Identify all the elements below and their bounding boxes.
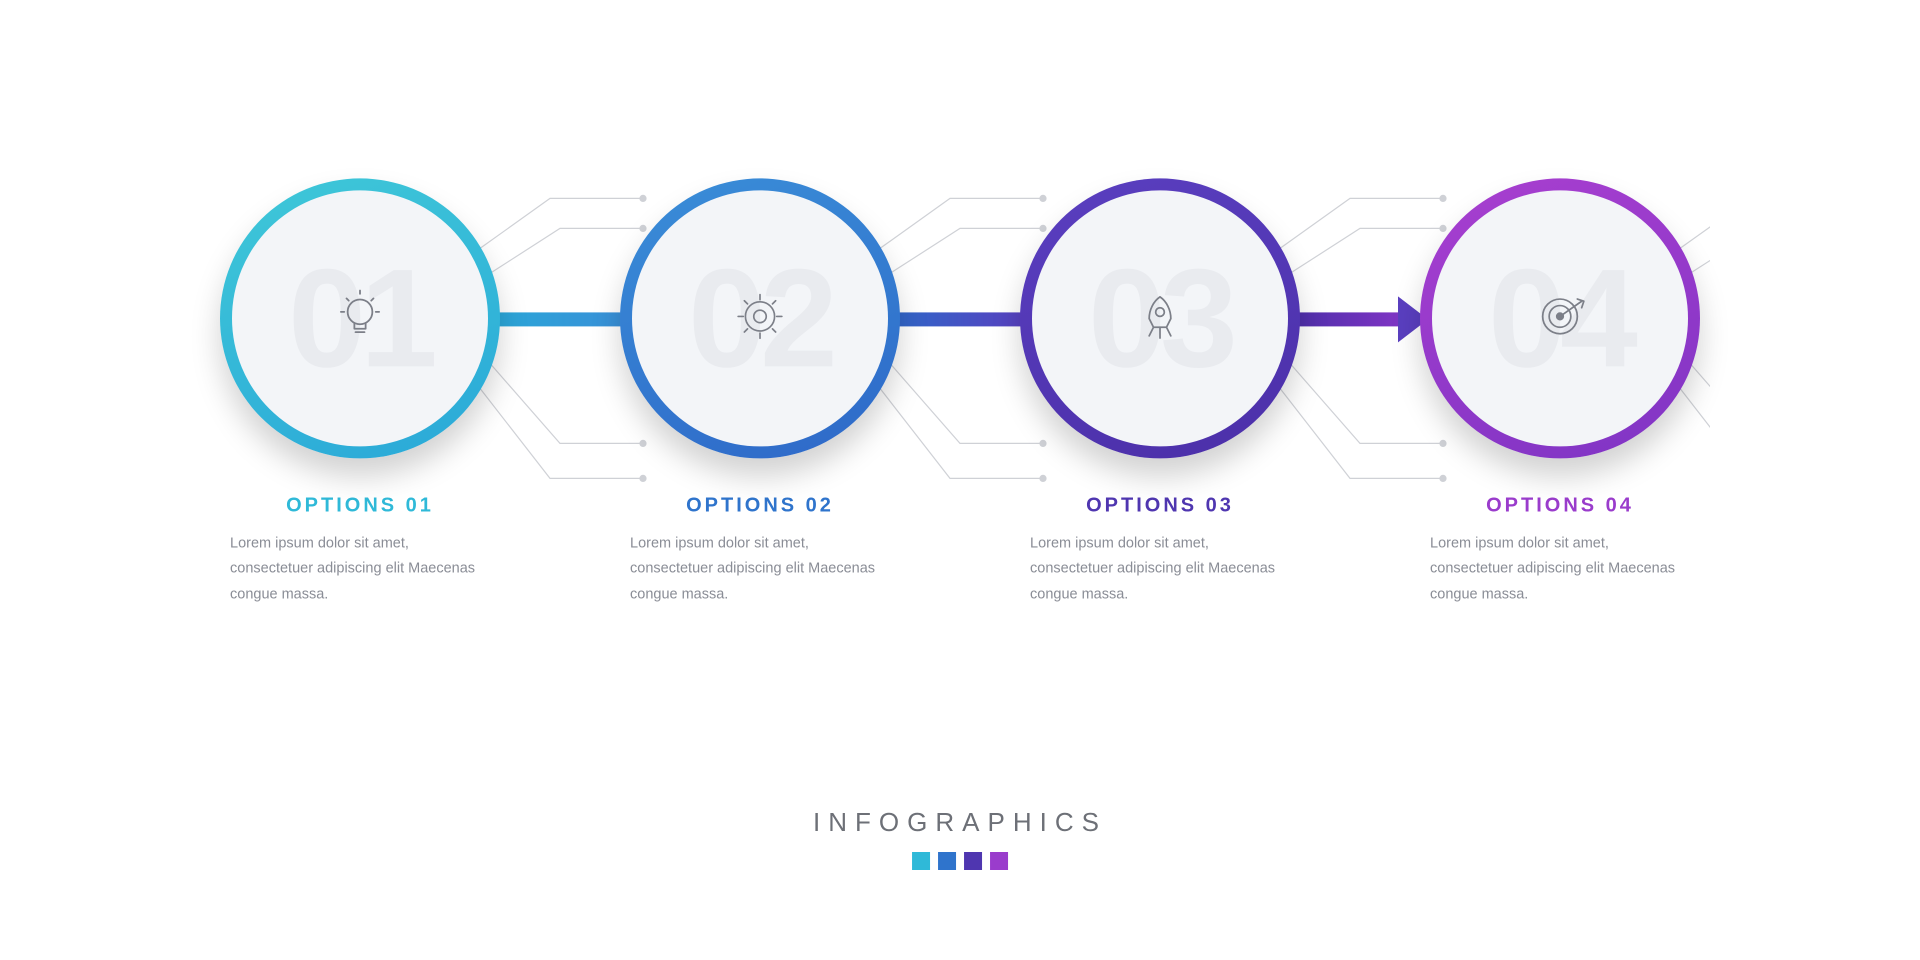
gear-icon [735, 291, 785, 346]
step-03: 03 OPTIONS 03 Lorem ipsum dolor sit amet… [1010, 178, 1310, 607]
step-02: 02 OPTIONS 02 Lorem ipsum dolor sit amet… [610, 178, 910, 607]
target-icon [1534, 290, 1586, 347]
step-circle: 01 [220, 178, 500, 458]
step-01: 01 OPTIONS 01 Lorem ipsum dolor sit amet… [210, 178, 510, 607]
connector-1-2 [890, 312, 1030, 326]
rocket-icon [1134, 290, 1186, 347]
step-description: Lorem ipsum dolor sit amet, consectetuer… [630, 531, 890, 607]
step-title: OPTIONS 01 [286, 494, 434, 517]
color-swatch [990, 852, 1008, 870]
step-04: 04 OPTIONS 04 Lorem ipsum dolor sit amet… [1410, 178, 1710, 607]
color-swatch [912, 852, 930, 870]
step-description: Lorem ipsum dolor sit amet, consectetuer… [1030, 531, 1290, 607]
steps-row: 01 OPTIONS 01 Lorem ipsum dolor sit amet… [210, 178, 1710, 607]
connector-0-1 [490, 312, 630, 326]
step-description: Lorem ipsum dolor sit amet, consectetuer… [230, 531, 490, 607]
lightbulb-icon [333, 289, 387, 348]
color-swatch [964, 852, 982, 870]
step-circle: 04 [1420, 178, 1700, 458]
color-swatch [938, 852, 956, 870]
infographic-stage: 01 OPTIONS 01 Lorem ipsum dolor sit amet… [210, 178, 1710, 698]
step-circle: 02 [620, 178, 900, 458]
step-description: Lorem ipsum dolor sit amet, consectetuer… [1430, 531, 1690, 607]
step-title: OPTIONS 03 [1086, 494, 1234, 517]
step-title: OPTIONS 04 [1486, 494, 1634, 517]
footer: INFOGRAPHICS [813, 807, 1107, 870]
step-circle: 03 [1020, 178, 1300, 458]
step-title: OPTIONS 02 [686, 494, 834, 517]
footer-title: INFOGRAPHICS [813, 807, 1107, 838]
footer-swatches [813, 852, 1107, 870]
